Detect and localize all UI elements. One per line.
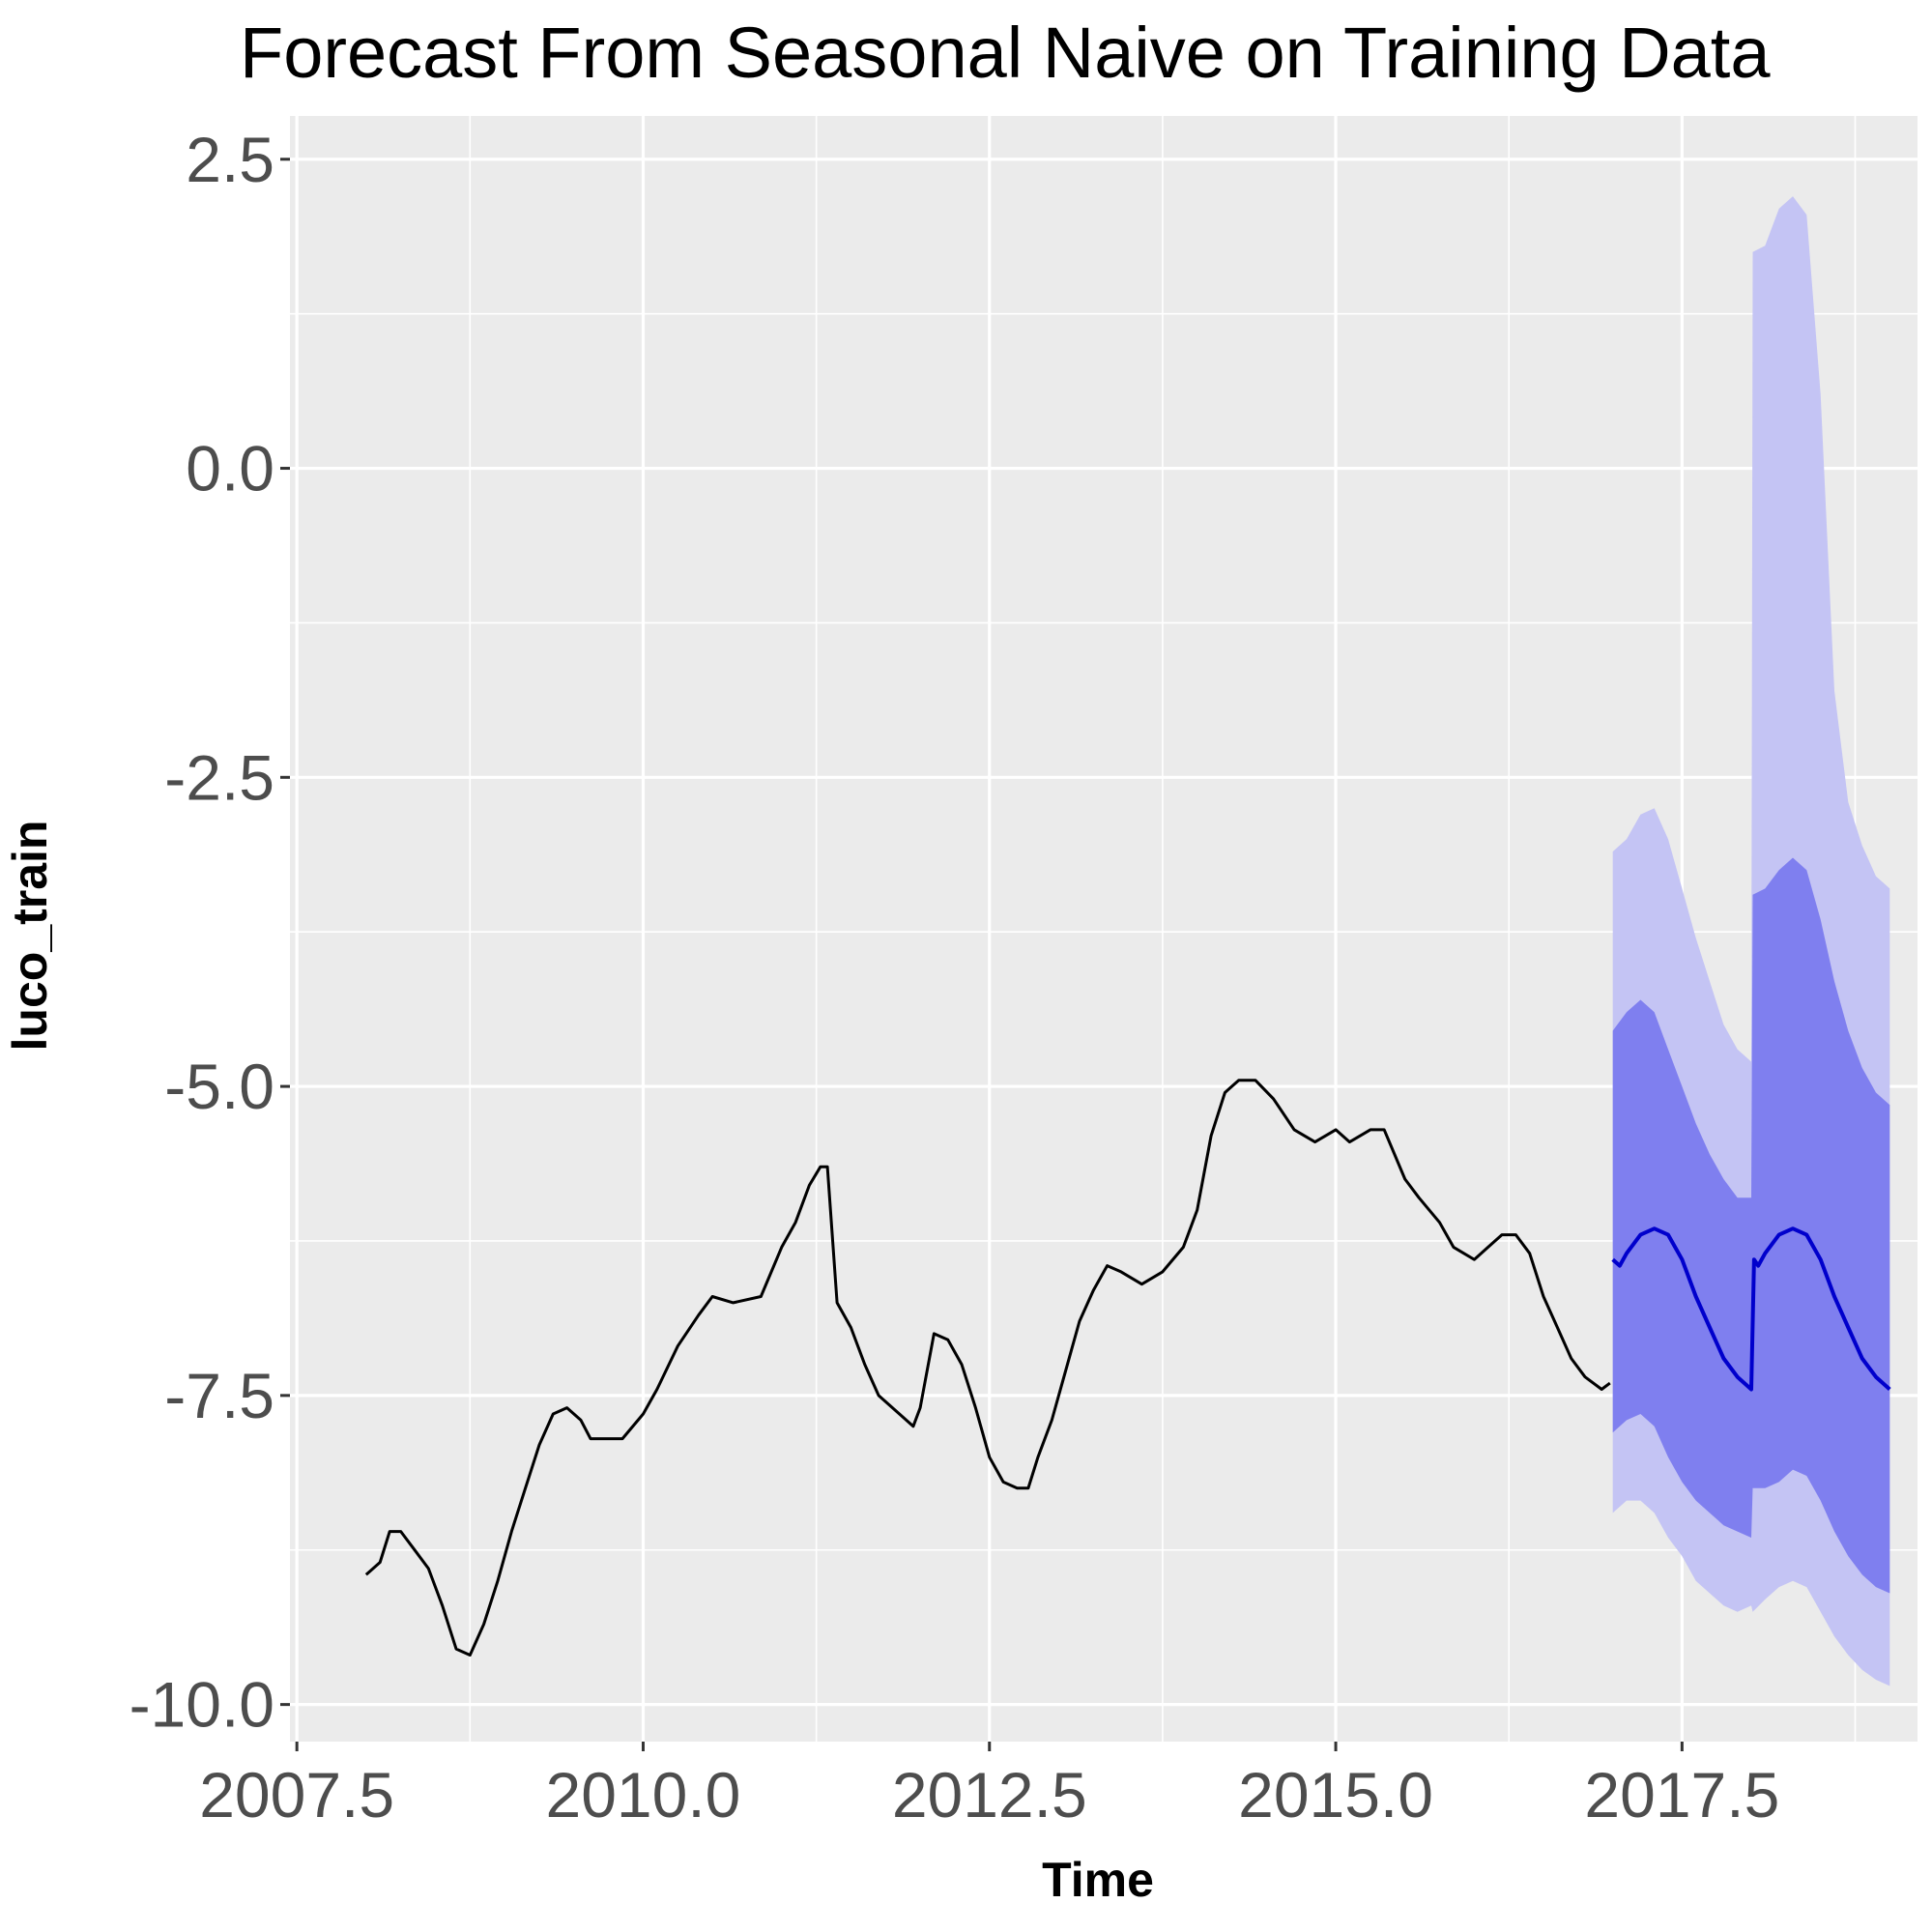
x-axis: 2007.5 2010.0 2012.5 2015.0 2017.5 — [199, 1742, 1779, 1831]
y-axis: 2.5 0.0 -2.5 -5.0 -7.5 -10.0 — [130, 124, 290, 1741]
series-lines — [364, 1079, 1891, 1657]
x-tick-label: 2010.0 — [546, 1759, 741, 1831]
y-tick-label: -10.0 — [130, 1669, 274, 1741]
x-tick-label: 2015.0 — [1238, 1759, 1433, 1831]
y-tick-label: -7.5 — [164, 1360, 274, 1431]
chart-title: Forecast From Seasonal Naive on Training… — [240, 13, 1771, 93]
y-axis-title: luco_train — [3, 821, 57, 1052]
y-tick-label: -5.0 — [164, 1051, 274, 1122]
interval-80-band — [1612, 857, 1890, 1594]
y-tick-label: -2.5 — [164, 741, 274, 813]
x-tick-label: 2007.5 — [199, 1759, 394, 1831]
prediction-intervals — [1612, 196, 1890, 1687]
history-line — [364, 1079, 1611, 1657]
y-tick-label: 2.5 — [186, 124, 274, 195]
x-tick-label: 2012.5 — [892, 1759, 1087, 1831]
x-tick-label: 2017.5 — [1584, 1759, 1779, 1831]
y-tick-label: 0.0 — [186, 433, 274, 505]
forecast-line — [1611, 1226, 1891, 1392]
x-axis-title: Time — [1042, 1853, 1154, 1907]
